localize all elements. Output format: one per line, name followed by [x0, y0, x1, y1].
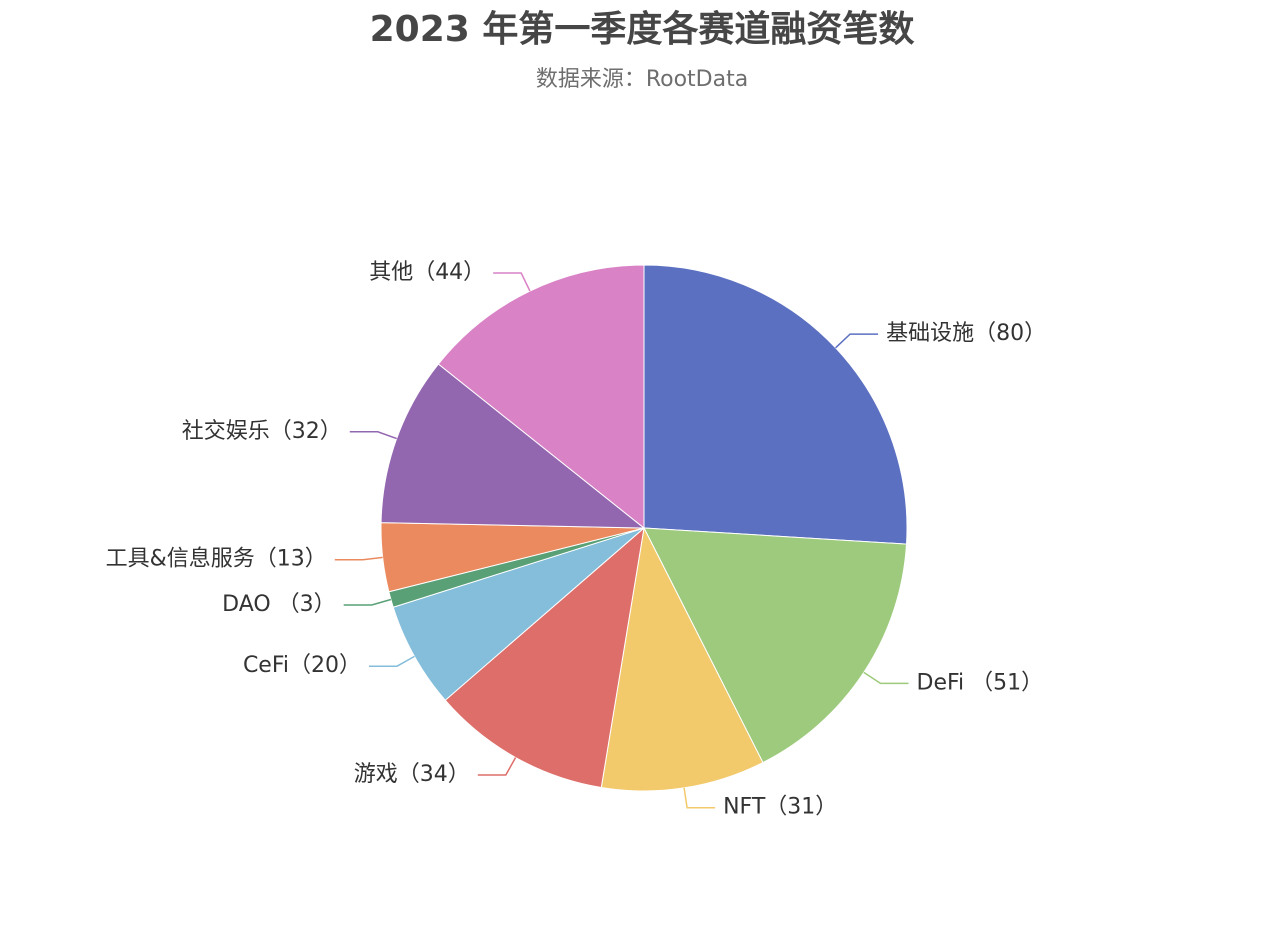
- label-lines: [334, 272, 909, 809]
- label-line-4: [369, 655, 415, 667]
- label-line-8: [493, 272, 531, 292]
- label-line-1: [863, 671, 909, 685]
- slice-label-6: 工具&信息服务（13）: [106, 547, 327, 572]
- label-line-0: [835, 333, 879, 349]
- pie-slice-7[interactable]: [380, 363, 646, 529]
- chart-title: 2023 年第一季度各赛道融资笔数: [369, 9, 915, 50]
- label-line-5: [343, 598, 392, 606]
- label-line-3: [477, 757, 517, 776]
- slice-label-4: CeFi（20）: [243, 653, 361, 678]
- slice-label-7: 社交娱乐（32）: [182, 419, 342, 444]
- pie-slice-1[interactable]: [643, 527, 908, 764]
- pie-slice-2[interactable]: [600, 526, 764, 792]
- slice-label-2: NFT（31）: [723, 795, 837, 820]
- slice-label-5: DAO （3）: [222, 592, 336, 617]
- label-line-2: [683, 787, 716, 809]
- pie-slice-8[interactable]: [437, 264, 645, 530]
- chart-subtitle: 数据来源：RootData: [535, 67, 749, 92]
- pie-slice-0[interactable]: [643, 264, 908, 545]
- label-line-6: [334, 556, 383, 561]
- slice-label-1: DeFi （51）: [917, 670, 1044, 695]
- slice-labels: 基础设施（80） DeFi （51） NFT（31） 游戏（34） CeFi（20） DA…: [106, 260, 1046, 820]
- slice-label-3: 游戏（34）: [354, 762, 470, 787]
- slice-label-8: 其他（44）: [369, 260, 485, 285]
- label-line-7: [349, 431, 397, 440]
- slice-label-0: 基础设施（80）: [886, 321, 1046, 346]
- pie-slices: [380, 264, 908, 792]
